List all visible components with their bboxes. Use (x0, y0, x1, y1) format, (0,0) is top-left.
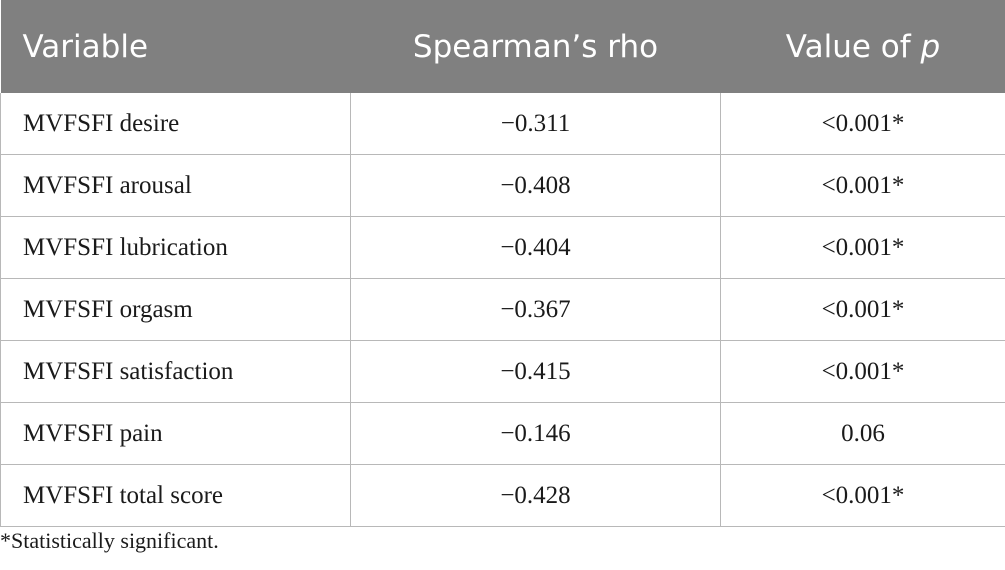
table-footnote: *Statistically significant. (0, 528, 219, 553)
table-body: MVFSFI desire −0.311 <0.001* MVFSFI arou… (0, 93, 1005, 527)
cell-p-value: <0.001* (720, 464, 1005, 527)
cell-variable: MVFSFI total score (0, 464, 351, 527)
cell-variable: MVFSFI pain (0, 402, 351, 465)
header-spearman-rho: Spearman’s rho (350, 0, 721, 93)
header-p-prefix: Value of (785, 28, 921, 65)
cell-rho: −0.408 (350, 154, 721, 217)
table-row: MVFSFI arousal −0.408 <0.001* (0, 154, 1005, 217)
cell-rho: −0.311 (350, 93, 721, 155)
table-header: Variable Spearman’s rho Value of p (0, 0, 1005, 93)
table-row: MVFSFI satisfaction −0.415 <0.001* (0, 340, 1005, 403)
table-row: MVFSFI orgasm −0.367 <0.001* (0, 278, 1005, 341)
correlation-table-container: Variable Spearman’s rho Value of p MVFSF… (0, 0, 1005, 527)
cell-variable: MVFSFI satisfaction (0, 340, 351, 403)
cell-variable: MVFSFI arousal (0, 154, 351, 217)
cell-variable: MVFSFI desire (0, 93, 351, 155)
cell-p-value: 0.06 (720, 402, 1005, 465)
cell-rho: −0.415 (350, 340, 721, 403)
cell-p-value: <0.001* (720, 216, 1005, 279)
table-row: MVFSFI pain −0.146 0.06 (0, 402, 1005, 465)
cell-rho: −0.428 (350, 464, 721, 527)
cell-rho: −0.367 (350, 278, 721, 341)
header-variable: Variable (0, 0, 351, 93)
cell-rho: −0.404 (350, 216, 721, 279)
table-row: MVFSFI total score −0.428 <0.001* (0, 464, 1005, 527)
header-p-value: Value of p (720, 0, 1005, 93)
cell-p-value: <0.001* (720, 93, 1005, 155)
cell-p-value: <0.001* (720, 340, 1005, 403)
header-p-italic: p (920, 28, 941, 65)
cell-variable: MVFSFI orgasm (0, 278, 351, 341)
table-row: MVFSFI desire −0.311 <0.001* (0, 93, 1005, 155)
cell-variable: MVFSFI lubrication (0, 216, 351, 279)
cell-p-value: <0.001* (720, 154, 1005, 217)
cell-rho: −0.146 (350, 402, 721, 465)
header-row: Variable Spearman’s rho Value of p (0, 0, 1005, 93)
table-row: MVFSFI lubrication −0.404 <0.001* (0, 216, 1005, 279)
correlation-table: Variable Spearman’s rho Value of p MVFSF… (0, 0, 1005, 527)
cell-p-value: <0.001* (720, 278, 1005, 341)
